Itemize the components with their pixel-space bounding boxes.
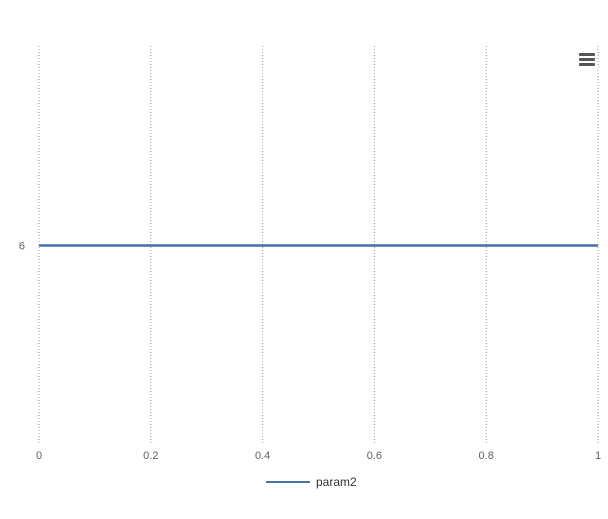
legend-label-param2: param2	[316, 475, 357, 489]
x-tick-label: 1	[595, 450, 601, 462]
x-tick-label: 0.2	[143, 450, 158, 462]
x-tick-label: 0	[36, 450, 42, 462]
chart-menu-button[interactable]	[574, 48, 600, 72]
x-axis-tick-labels: 0 0.2 0.4 0.6 0.8 1	[36, 450, 601, 462]
y-tick-label: 6	[19, 241, 25, 253]
legend[interactable]: param2	[266, 475, 357, 489]
x-tick-label: 0.4	[255, 450, 270, 462]
x-tick-label: 0.6	[367, 450, 382, 462]
hamburger-menu-icon	[579, 53, 595, 66]
x-tick-label: 0.8	[479, 450, 494, 462]
y-axis-tick-labels: 6	[19, 241, 25, 253]
grid-lines	[38, 46, 599, 445]
